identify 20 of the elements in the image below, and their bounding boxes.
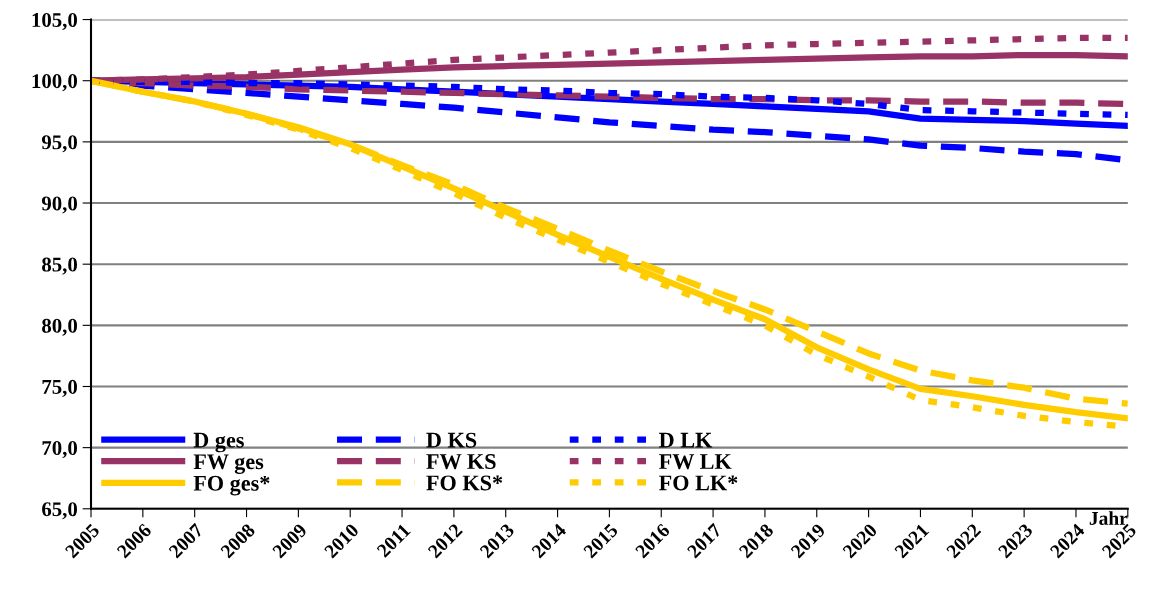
legend-label: FO KS* — [426, 475, 503, 491]
legend-label: FW KS — [426, 454, 496, 470]
legend-label: D LK — [659, 432, 713, 448]
y-tick-label: 75,0 — [42, 379, 78, 397]
legend-label: D ges — [193, 432, 244, 453]
y-tick-label: 105,0 — [32, 12, 78, 31]
x-tick-label: 2011 — [376, 523, 412, 558]
y-tick-label: 90,0 — [41, 196, 78, 214]
x-axis-title: Jahr — [1089, 511, 1128, 525]
legend-label: D KS — [426, 432, 477, 448]
y-tick-label: 85,0 — [42, 257, 78, 275]
legend-label: FW ges — [193, 454, 264, 474]
legend-label: FO ges* — [193, 475, 270, 496]
legend-label: FW LK — [659, 454, 732, 470]
y-tick-label: 100,0 — [32, 74, 78, 92]
y-tick-label: 70,0 — [42, 441, 78, 459]
legend-label: FO LK* — [659, 475, 738, 491]
y-tick-label: 80,0 — [42, 318, 78, 336]
y-tick-label: 95,0 — [41, 135, 78, 153]
y-tick-label: 65,0 — [42, 502, 78, 520]
